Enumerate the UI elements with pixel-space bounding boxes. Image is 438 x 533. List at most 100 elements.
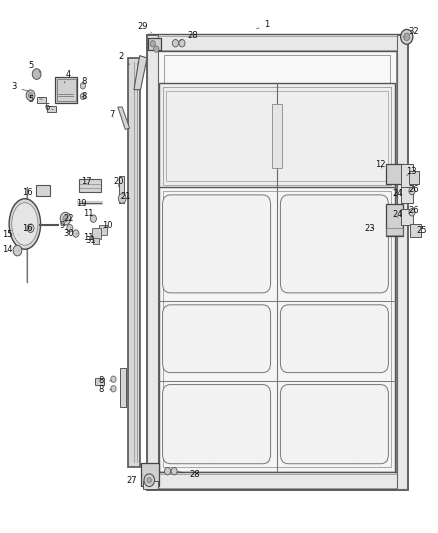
Bar bbox=[163, 191, 392, 467]
Bar bbox=[401, 209, 413, 225]
Bar bbox=[386, 228, 403, 235]
FancyBboxPatch shape bbox=[162, 305, 271, 373]
Bar bbox=[272, 104, 283, 168]
Circle shape bbox=[90, 215, 96, 222]
Circle shape bbox=[118, 193, 126, 203]
FancyBboxPatch shape bbox=[280, 385, 389, 464]
Ellipse shape bbox=[12, 203, 38, 245]
Text: 6: 6 bbox=[44, 102, 53, 111]
Text: 4: 4 bbox=[64, 70, 71, 83]
Text: 5: 5 bbox=[29, 94, 42, 103]
Text: 29: 29 bbox=[138, 22, 152, 33]
Bar bbox=[92, 238, 99, 244]
Text: 17: 17 bbox=[81, 177, 91, 186]
Text: 9: 9 bbox=[59, 221, 70, 230]
Circle shape bbox=[80, 93, 85, 100]
Bar bbox=[386, 164, 404, 184]
Circle shape bbox=[404, 33, 410, 41]
Text: 19: 19 bbox=[76, 199, 87, 208]
Circle shape bbox=[401, 29, 413, 44]
Bar bbox=[141, 463, 159, 486]
Bar bbox=[36, 184, 50, 196]
Text: 28: 28 bbox=[178, 471, 201, 479]
Text: 24: 24 bbox=[393, 189, 403, 198]
Circle shape bbox=[144, 474, 155, 487]
Text: 8: 8 bbox=[99, 376, 112, 385]
Circle shape bbox=[26, 90, 35, 101]
Bar bbox=[148, 38, 162, 50]
Text: 14: 14 bbox=[2, 245, 18, 254]
Ellipse shape bbox=[9, 199, 41, 249]
FancyBboxPatch shape bbox=[162, 195, 271, 293]
Text: 31: 31 bbox=[85, 237, 95, 246]
Text: 16: 16 bbox=[22, 224, 32, 233]
Text: 11: 11 bbox=[83, 233, 93, 242]
Circle shape bbox=[179, 39, 185, 47]
Text: 10: 10 bbox=[102, 221, 113, 230]
Bar bbox=[95, 378, 104, 384]
Circle shape bbox=[63, 215, 68, 222]
Bar bbox=[147, 34, 407, 51]
Polygon shape bbox=[134, 55, 147, 90]
Bar bbox=[152, 42, 402, 482]
Circle shape bbox=[73, 230, 79, 237]
Circle shape bbox=[165, 467, 171, 475]
Circle shape bbox=[28, 93, 33, 98]
Circle shape bbox=[67, 224, 73, 232]
Circle shape bbox=[147, 478, 152, 483]
Circle shape bbox=[60, 212, 71, 225]
Circle shape bbox=[27, 224, 34, 232]
Polygon shape bbox=[118, 107, 130, 130]
Bar bbox=[410, 171, 419, 184]
Circle shape bbox=[80, 83, 85, 89]
Text: 26: 26 bbox=[408, 185, 419, 194]
Bar bbox=[99, 225, 107, 235]
Bar bbox=[152, 36, 403, 50]
Bar bbox=[37, 97, 46, 103]
Bar bbox=[47, 106, 56, 112]
Text: 1: 1 bbox=[257, 20, 270, 29]
Bar bbox=[119, 176, 124, 203]
Bar bbox=[159, 83, 395, 189]
Bar bbox=[159, 187, 395, 472]
Bar bbox=[152, 474, 403, 488]
Text: 7: 7 bbox=[110, 110, 115, 119]
Bar bbox=[166, 91, 388, 181]
FancyBboxPatch shape bbox=[162, 385, 271, 464]
Bar bbox=[163, 87, 392, 185]
Circle shape bbox=[409, 187, 415, 195]
Circle shape bbox=[171, 467, 177, 475]
FancyBboxPatch shape bbox=[280, 195, 389, 293]
Circle shape bbox=[173, 39, 179, 47]
Polygon shape bbox=[128, 58, 140, 467]
Text: 26: 26 bbox=[408, 206, 419, 215]
Text: 20: 20 bbox=[113, 177, 124, 187]
Text: 15: 15 bbox=[2, 230, 18, 239]
Text: 21: 21 bbox=[120, 192, 131, 201]
Text: 28: 28 bbox=[180, 31, 198, 41]
Bar bbox=[410, 224, 421, 237]
Text: 22: 22 bbox=[63, 214, 74, 223]
Polygon shape bbox=[78, 179, 101, 192]
Text: 8: 8 bbox=[81, 92, 86, 101]
Bar bbox=[120, 368, 126, 407]
Bar bbox=[401, 165, 413, 187]
Text: 13: 13 bbox=[406, 167, 417, 176]
Circle shape bbox=[154, 46, 159, 52]
Bar bbox=[147, 35, 158, 489]
Text: 12: 12 bbox=[375, 160, 386, 169]
Text: 27: 27 bbox=[127, 475, 143, 484]
Bar bbox=[57, 79, 76, 101]
Text: 32: 32 bbox=[405, 27, 419, 37]
Bar bbox=[386, 204, 403, 236]
Text: 5: 5 bbox=[29, 61, 40, 72]
Bar bbox=[92, 228, 101, 239]
Circle shape bbox=[32, 69, 41, 79]
Circle shape bbox=[13, 245, 22, 256]
Bar bbox=[143, 481, 158, 489]
Text: 11: 11 bbox=[83, 209, 93, 218]
Circle shape bbox=[111, 376, 116, 382]
Bar bbox=[147, 35, 407, 489]
Bar bbox=[147, 472, 407, 489]
Bar bbox=[158, 48, 396, 476]
